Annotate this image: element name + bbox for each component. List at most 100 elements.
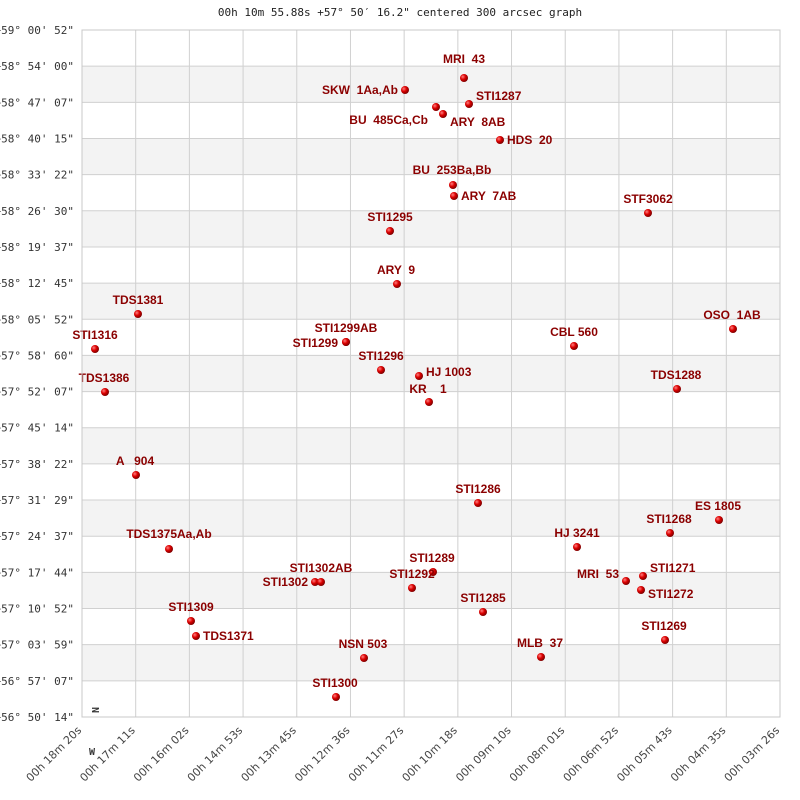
star-marker[interactable]: STF3062 [623,192,673,217]
star-marker[interactable]: ARY 8AB [439,110,506,129]
x-tick-label: 00h 13m 45s [238,724,299,785]
star-dot[interactable] [432,103,440,111]
star-dot[interactable] [666,529,674,537]
star-label: STI1296 [358,349,404,363]
star-marker[interactable]: STI1271 [639,561,696,580]
star-dot[interactable] [573,543,581,551]
star-marker[interactable]: MRI 53 [577,567,630,585]
star-marker[interactable]: BU 253Ba,Bb [413,163,492,189]
star-dot[interactable] [715,516,723,524]
star-marker[interactable]: KR 1 [409,382,447,406]
star-dot[interactable] [622,577,630,585]
star-dot[interactable] [165,545,173,553]
star-marker[interactable]: STI1285 [460,591,506,616]
y-tick-label: +57° 58' 60" [0,349,74,362]
star-marker[interactable]: HJ 3241 [554,526,600,551]
star-label: STF3062 [623,192,673,206]
star-marker[interactable]: ARY 9 [377,263,415,288]
star-label: HDS 20 [507,133,553,147]
star-dot[interactable] [342,338,350,346]
star-dot[interactable] [449,181,457,189]
star-marker[interactable]: MRI 43 [443,52,485,82]
star-marker[interactable]: ARY 7AB [450,189,517,203]
y-tick-label: +57° 38' 22" [0,458,74,471]
star-marker[interactable]: OSO 1AB [703,308,761,333]
star-marker[interactable]: STI1286 [455,482,501,507]
star-dot[interactable] [377,366,385,374]
star-marker[interactable]: CBL 560 [550,325,598,350]
star-label: BU 485Ca,Cb [349,113,428,127]
star-dot[interactable] [101,388,109,396]
star-label: STI1316 [72,328,118,342]
star-marker[interactable]: TDS1371 [192,629,254,643]
star-dot[interactable] [465,100,473,108]
star-marker[interactable]: STI1268 [646,512,692,537]
star-dot[interactable] [570,342,578,350]
star-marker[interactable]: TDS1288 [651,368,702,393]
star-marker[interactable]: STI1300 [312,676,358,701]
star-dot[interactable] [537,653,545,661]
star-dot[interactable] [474,499,482,507]
star-dot[interactable] [91,345,99,353]
star-dot[interactable] [332,693,340,701]
star-marker[interactable]: STI1299 [293,336,350,350]
x-tick-label: 00h 12m 36s [292,724,353,785]
y-tick-label: +57° 03' 59" [0,639,74,652]
star-dot[interactable] [311,578,319,586]
grid-band [82,355,780,392]
star-marker[interactable]: STI1316 [72,328,118,353]
star-dot[interactable] [661,636,669,644]
star-marker[interactable]: NSN 503 [339,637,388,662]
star-marker[interactable]: SKW 1Aa,Ab [322,83,409,97]
star-marker[interactable]: STI1302 [263,575,319,589]
star-dot[interactable] [187,617,195,625]
star-dot[interactable] [450,192,458,200]
star-marker[interactable]: A 904 [116,454,155,479]
star-marker[interactable]: STI1269 [641,619,687,644]
star-label: STI1295 [367,210,413,224]
star-marker[interactable]: STI1295 [367,210,413,235]
star-dot[interactable] [644,209,652,217]
star-marker[interactable]: STI1287 [465,89,522,108]
star-dot[interactable] [637,586,645,594]
star-marker[interactable]: ES 1805 [695,499,741,524]
star-marker[interactable]: STI1289 [409,551,455,576]
star-dot[interactable] [360,654,368,662]
star-dot[interactable] [460,74,468,82]
star-dot[interactable] [408,584,416,592]
star-dot[interactable] [134,310,142,318]
star-marker[interactable]: TDS1386 [79,371,130,396]
star-dot[interactable] [317,578,325,586]
star-dot[interactable] [132,471,140,479]
star-dot[interactable] [386,227,394,235]
star-marker[interactable]: STI1302AB [290,561,353,586]
star-dot[interactable] [393,280,401,288]
star-marker[interactable]: STI1309 [168,600,214,625]
star-marker[interactable]: MLB 37 [517,636,563,661]
star-label: STI1289 [409,551,455,565]
star-dot[interactable] [479,608,487,616]
star-dot[interactable] [639,572,647,580]
star-dot[interactable] [729,325,737,333]
star-dot[interactable] [425,398,433,406]
star-dot[interactable] [429,568,437,576]
star-dot[interactable] [192,632,200,640]
star-marker[interactable]: TDS1375Aa,Ab [126,527,212,553]
star-dot[interactable] [673,385,681,393]
star-marker[interactable]: HDS 20 [496,133,553,147]
star-marker[interactable]: STI1272 [637,586,694,601]
star-marker[interactable]: HJ 1003 [415,365,472,380]
star-marker[interactable]: TDS1381 [113,293,164,318]
star-dot[interactable] [415,372,423,380]
y-tick-label: +57° 45' 14" [0,422,74,435]
star-marker[interactable]: STI1296 [358,349,404,374]
star-dot[interactable] [401,86,409,94]
y-tick-label: +59° 00' 52" [0,24,74,37]
star-marker[interactable]: STI1292 [389,567,435,592]
star-label: SKW 1Aa,Ab [322,83,398,97]
west-indicator: W [89,747,96,758]
star-dot[interactable] [439,110,447,118]
star-label: STI1286 [455,482,501,496]
star-dot[interactable] [496,136,504,144]
star-marker[interactable]: BU 485Ca,Cb [349,103,440,127]
